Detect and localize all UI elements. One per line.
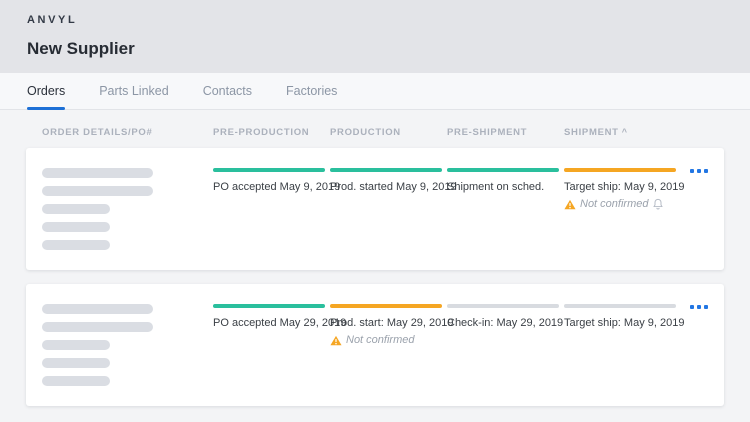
stage-production: Prod. start: May 29, 2019 Not confirmed [330, 304, 454, 406]
stage-status: Prod. started May 9, 2019 [330, 181, 457, 193]
more-options-icon[interactable] [690, 304, 708, 406]
stage-progress-bar [213, 304, 325, 308]
skeleton-bar [42, 358, 110, 368]
order-card[interactable]: PO accepted May 9, 2019 Prod. started Ma… [26, 148, 724, 270]
skeleton-bar [42, 168, 153, 178]
stage-status: Prod. start: May 29, 2019 [330, 317, 454, 329]
stage-progress-bar [213, 168, 325, 172]
table-header-row: ORDER DETAILS/PO# PRE-PRODUCTION PRODUCT… [26, 110, 724, 148]
column-header-shipment[interactable]: SHIPMENT ^ [564, 127, 628, 138]
stage-progress-bar [564, 168, 676, 172]
stage-warning: Not confirmed [330, 334, 447, 346]
order-details-skeleton [42, 168, 213, 270]
tab-factories[interactable]: Factories [286, 84, 338, 98]
stage-status: Shipment on sched. [447, 181, 545, 193]
page-title: New Supplier [27, 39, 135, 58]
sort-asc-icon: ^ [621, 127, 628, 137]
order-details-skeleton [42, 304, 213, 406]
stage-progress-bar [564, 304, 676, 308]
stage-shipment: Target ship: May 9, 2019 [564, 304, 685, 406]
skeleton-bar [42, 240, 110, 250]
order-card[interactable]: PO accepted May 29, 2019 Prod. start: Ma… [26, 284, 724, 406]
column-header-pre-production[interactable]: PRE-PRODUCTION [213, 127, 310, 138]
stage-status: Target ship: May 9, 2019 [564, 181, 685, 193]
column-header-order-details[interactable]: ORDER DETAILS/PO# [42, 127, 153, 138]
warning-label: Not confirmed [580, 198, 649, 210]
warning-label: Not confirmed [346, 334, 415, 346]
tab-contacts[interactable]: Contacts [202, 84, 253, 98]
stage-shipment: Target ship: May 9, 2019 Not confirmed [564, 168, 685, 270]
stage-warning: Not confirmed [564, 198, 678, 210]
tab-parts-linked[interactable]: Parts Linked [99, 84, 169, 98]
column-header-production[interactable]: PRODUCTION [330, 127, 401, 138]
stage-pre-production: PO accepted May 29, 2019 [213, 304, 347, 406]
skeleton-bar [42, 376, 110, 386]
stage-progress-bar [447, 304, 559, 308]
stage-progress-bar [447, 168, 559, 172]
more-options-icon[interactable] [690, 168, 708, 270]
skeleton-bar [42, 322, 153, 332]
stage-status: Check-in: May 29, 2019 [447, 317, 564, 329]
stage-progress-bar [330, 304, 442, 308]
tab-orders[interactable]: Orders [27, 73, 66, 110]
app-header: ANVYL New Supplier [0, 0, 750, 73]
bell-icon[interactable] [652, 198, 664, 210]
stage-status: Target ship: May 9, 2019 [564, 317, 685, 329]
orders-panel: ORDER DETAILS/PO# PRE-PRODUCTION PRODUCT… [0, 110, 750, 406]
stage-production: Prod. started May 9, 2019 [330, 168, 457, 270]
stage-status: PO accepted May 9, 2019 [213, 181, 341, 193]
column-header-pre-shipment[interactable]: PRE-SHIPMENT [447, 127, 528, 138]
stage-pre-shipment: Check-in: May 29, 2019 [447, 304, 564, 406]
tab-bar: Orders Parts Linked Contacts Factories [0, 73, 750, 110]
warning-icon [564, 199, 576, 210]
skeleton-bar [42, 186, 153, 196]
skeleton-bar [42, 204, 110, 214]
stage-progress-bar [330, 168, 442, 172]
stage-pre-production: PO accepted May 9, 2019 [213, 168, 341, 270]
skeleton-bar [42, 222, 110, 232]
skeleton-bar [42, 304, 153, 314]
skeleton-bar [42, 340, 110, 350]
stage-status: PO accepted May 29, 2019 [213, 317, 347, 329]
anvyl-logo: ANVYL [27, 14, 78, 26]
stage-pre-shipment: Shipment on sched. [447, 168, 564, 270]
warning-icon [330, 335, 342, 346]
